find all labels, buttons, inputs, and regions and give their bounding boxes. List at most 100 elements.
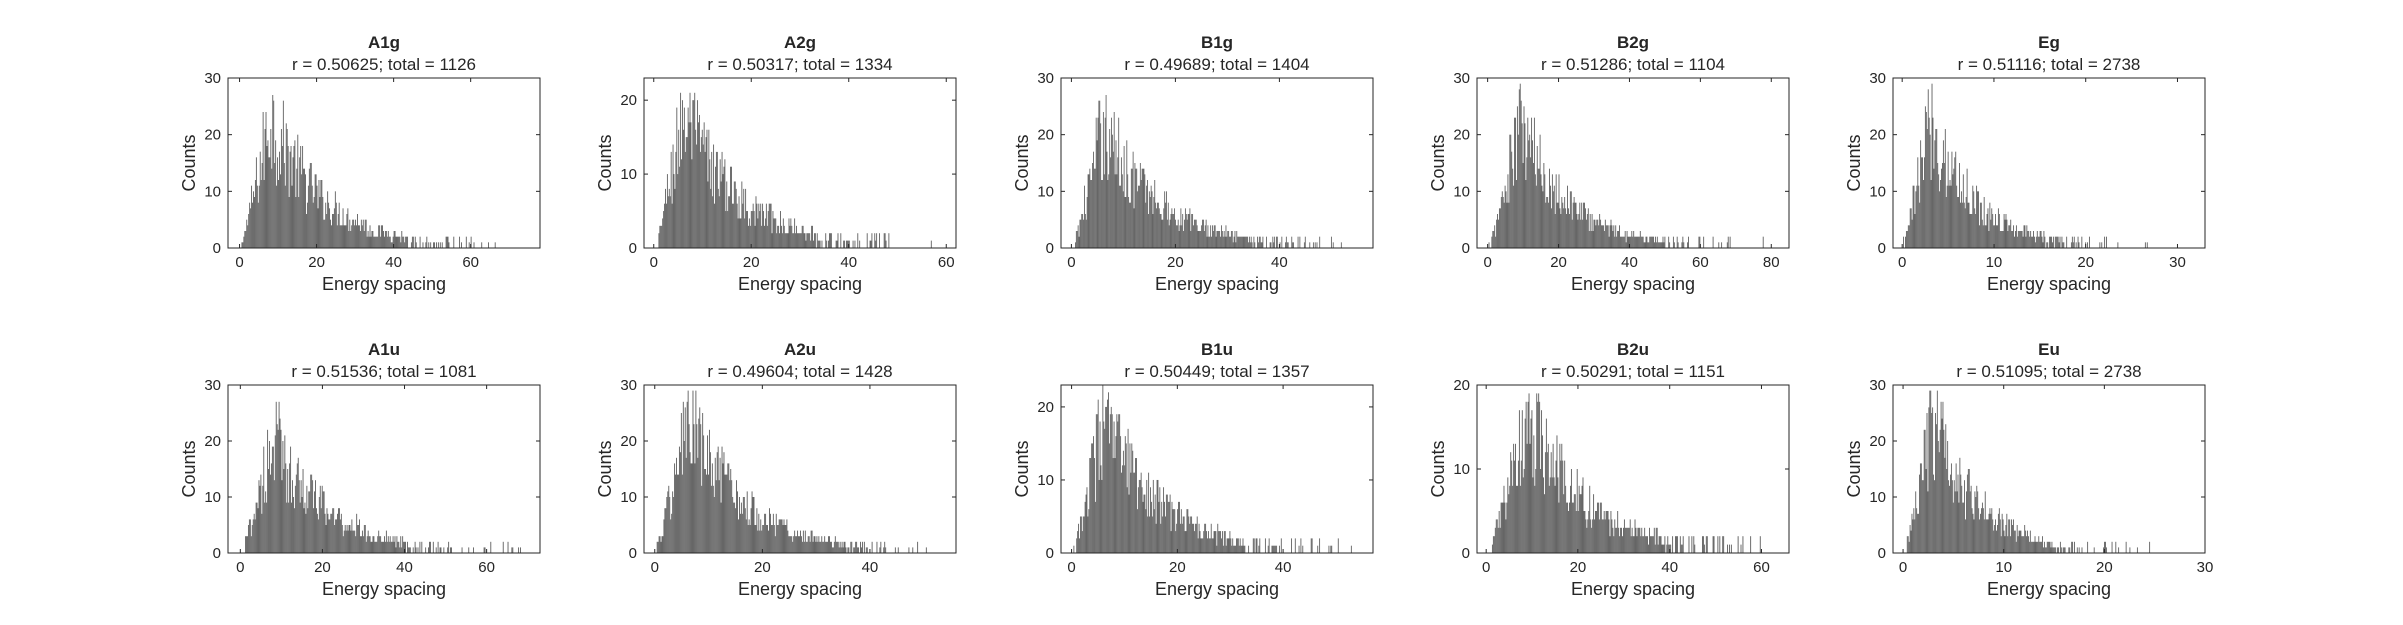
histogram-bar bbox=[1186, 509, 1188, 553]
histogram-bar bbox=[1978, 191, 1979, 248]
histogram-bar bbox=[275, 401, 277, 553]
histogram-bar bbox=[1251, 242, 1253, 248]
histogram-bar bbox=[2037, 236, 2039, 248]
histogram-bar bbox=[388, 541, 390, 553]
histogram-bar bbox=[772, 211, 774, 248]
histogram-bar bbox=[1942, 401, 1944, 553]
histogram-bar bbox=[273, 480, 275, 553]
y-tick-label: 30 bbox=[620, 377, 637, 394]
histogram-bar bbox=[2033, 541, 2035, 553]
histogram-bar bbox=[879, 233, 880, 248]
histogram-bar bbox=[1688, 536, 1690, 553]
y-tick-label: 20 bbox=[204, 127, 221, 144]
histogram-bar bbox=[1215, 531, 1217, 553]
histogram-bar bbox=[791, 225, 793, 248]
histogram-bar bbox=[2026, 225, 2028, 248]
x-tick-label: 60 bbox=[938, 254, 955, 271]
histogram-bar bbox=[255, 502, 257, 553]
histogram-bar bbox=[814, 536, 816, 553]
histogram-bar bbox=[715, 480, 717, 553]
histogram-bar bbox=[1209, 538, 1211, 553]
histogram-bar bbox=[1141, 487, 1143, 553]
histogram-bar bbox=[2028, 536, 2029, 553]
histogram-bar bbox=[765, 203, 767, 248]
histogram-bar bbox=[2066, 236, 2068, 248]
histogram-bar bbox=[422, 242, 424, 248]
histogram-bar bbox=[1658, 536, 1660, 553]
histogram-bar bbox=[1664, 536, 1666, 553]
histogram-bar bbox=[2033, 231, 2034, 248]
histogram-bar bbox=[1194, 523, 1196, 553]
histogram-bar bbox=[311, 185, 313, 248]
histogram-bar bbox=[1956, 185, 1958, 248]
histogram-bar bbox=[264, 129, 266, 248]
histogram-bar bbox=[1610, 219, 1612, 248]
histogram-bar bbox=[1544, 452, 1546, 553]
histogram-bar bbox=[1157, 202, 1159, 248]
histogram-bar bbox=[2071, 236, 2073, 248]
histogram-bar bbox=[379, 536, 381, 553]
histogram-bar bbox=[1585, 208, 1586, 248]
histogram-bar bbox=[1727, 236, 1729, 248]
histogram-bar bbox=[880, 541, 882, 553]
histogram-bar bbox=[356, 225, 357, 248]
x-axis-label: Energy spacing bbox=[1571, 579, 1695, 599]
histogram-bar bbox=[1943, 429, 1945, 553]
histogram-bar bbox=[799, 536, 800, 553]
panel-subtitle: r = 0.50317; total = 1334 bbox=[707, 55, 892, 74]
histogram-bar bbox=[712, 485, 714, 553]
histogram-bar bbox=[1170, 214, 1172, 248]
histogram-bar bbox=[346, 214, 348, 248]
histogram-bar bbox=[1133, 208, 1135, 248]
x-tick-label: 10 bbox=[1995, 559, 2012, 576]
x-tick-label: 0 bbox=[651, 559, 659, 576]
histogram-bar bbox=[1537, 168, 1539, 248]
histogram-bar bbox=[1221, 538, 1222, 553]
panel-subtitle: r = 0.51536; total = 1081 bbox=[291, 362, 476, 381]
histogram-bar bbox=[757, 218, 759, 248]
histogram-bar bbox=[2052, 236, 2054, 248]
histogram-bar bbox=[306, 202, 308, 248]
histogram-bar bbox=[304, 168, 305, 248]
histogram-bar bbox=[1661, 544, 1663, 553]
histogram-bar bbox=[357, 214, 358, 248]
histogram-bar bbox=[412, 236, 414, 248]
histogram-bar bbox=[1936, 129, 1938, 248]
histogram-bar bbox=[773, 525, 775, 553]
histogram-bar bbox=[1964, 480, 1966, 553]
histogram-bar bbox=[1580, 494, 1582, 553]
histogram-bar bbox=[1546, 452, 1548, 553]
histogram-bar bbox=[1643, 242, 1645, 248]
histogram-bar bbox=[1503, 202, 1505, 248]
histogram-bar bbox=[1266, 236, 1267, 248]
histogram-bar bbox=[1551, 174, 1553, 248]
x-tick-label: 60 bbox=[1753, 559, 1770, 576]
histogram-bar bbox=[800, 536, 802, 553]
histogram-bar bbox=[1142, 501, 1144, 553]
histogram-bar bbox=[884, 541, 886, 553]
histogram-bar bbox=[712, 196, 714, 248]
histogram-bar bbox=[406, 236, 408, 248]
histogram-bar bbox=[317, 208, 319, 248]
panel-subtitle: r = 0.51116; total = 2738 bbox=[1958, 55, 2141, 74]
y-tick-label: 0 bbox=[629, 240, 637, 257]
histogram-bar bbox=[1237, 538, 1239, 553]
y-axis-label: Counts bbox=[179, 134, 199, 191]
histogram-bar bbox=[1679, 536, 1681, 553]
histogram-bar bbox=[434, 242, 435, 248]
histogram-bar bbox=[1921, 480, 1923, 553]
histogram-bar bbox=[247, 525, 249, 553]
histogram-bar bbox=[270, 474, 271, 553]
histogram-bar bbox=[1120, 185, 1121, 248]
histogram-bar bbox=[1632, 236, 1634, 248]
histogram-bar bbox=[1229, 236, 1230, 248]
y-tick-label: 20 bbox=[620, 433, 637, 450]
histogram-bar bbox=[1141, 168, 1143, 248]
histogram-bar bbox=[700, 424, 702, 553]
histogram-bar bbox=[2105, 547, 2107, 553]
histogram-bar bbox=[819, 541, 821, 553]
histogram-bar bbox=[1117, 421, 1119, 553]
histogram-bar bbox=[802, 530, 804, 553]
histogram-bar bbox=[1694, 544, 1696, 553]
